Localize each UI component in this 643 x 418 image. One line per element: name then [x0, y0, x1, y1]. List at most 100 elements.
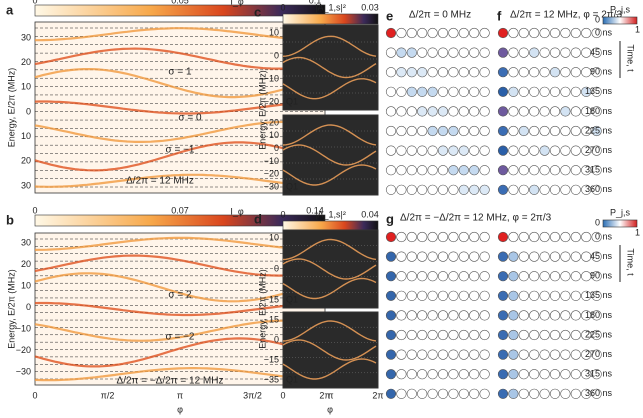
site: [539, 369, 550, 380]
site: [479, 125, 490, 137]
site: [458, 290, 469, 301]
axis-label: Energy, E/2π (MHz): [257, 269, 267, 349]
colorbar-tick: 0: [280, 2, 285, 12]
x-tick-label: 0: [280, 390, 285, 400]
site: [385, 106, 397, 117]
site: [469, 47, 480, 58]
panel-title: Δ/2π = −Δ/2π = 12 MHz, φ = 2π/3: [400, 213, 552, 224]
site: [427, 106, 438, 117]
site: [529, 349, 540, 360]
site: [479, 290, 490, 301]
site: [385, 67, 397, 78]
colorbar-tick: 0.05: [171, 0, 189, 5]
y-tick-label: −10: [264, 156, 279, 166]
site: [549, 86, 561, 97]
site: [549, 349, 561, 360]
site: [518, 47, 529, 58]
site: [508, 86, 519, 97]
site: [518, 145, 529, 156]
site: [458, 231, 469, 243]
site: [529, 27, 540, 39]
band-curve: [35, 27, 323, 42]
site: [458, 106, 469, 117]
site: [497, 165, 509, 176]
site: [427, 27, 438, 39]
band-curve: [34, 120, 324, 143]
qubit-label: Q1: [286, 181, 298, 191]
site: [560, 106, 571, 117]
site: [396, 184, 407, 195]
site: [497, 310, 509, 321]
site: [427, 165, 438, 176]
band-curve: [282, 320, 377, 342]
y-tick-label: 20: [21, 57, 31, 67]
site: [549, 125, 561, 137]
site: [417, 106, 428, 117]
site: [448, 165, 459, 176]
site: [448, 290, 459, 301]
qubit-label: Q1: [286, 294, 298, 304]
site: [427, 184, 438, 195]
site: [396, 86, 407, 97]
band-curve: [282, 277, 377, 300]
site: [458, 67, 469, 78]
time-label: 0 ns: [595, 27, 613, 37]
site: [385, 310, 397, 321]
site: [427, 388, 438, 399]
site: [570, 145, 581, 156]
site: [591, 369, 602, 380]
site: [581, 231, 592, 243]
y-tick-label: 10: [269, 27, 279, 37]
site: [591, 271, 602, 282]
site: [417, 388, 428, 399]
y-tick-label: 10: [269, 130, 279, 140]
time-label: 180 ns: [585, 310, 613, 320]
site: [518, 67, 529, 78]
plot-area: [282, 24, 379, 111]
y-tick-label: 0: [26, 106, 31, 116]
site: [448, 271, 459, 282]
site: [469, 106, 480, 117]
site: [479, 184, 490, 195]
site: [458, 329, 469, 341]
site: [497, 106, 509, 117]
site: [539, 184, 550, 195]
site: [539, 67, 550, 78]
site: [518, 310, 529, 321]
qubit-label: Q1: [286, 96, 298, 106]
site: [570, 106, 581, 117]
site: [591, 349, 602, 360]
site: [417, 145, 428, 156]
x-tick-label: π: [177, 390, 183, 400]
site: [570, 86, 581, 97]
site: [448, 47, 459, 58]
annotation: Δ/2π = −Δ/2π = 12 MHz: [117, 376, 224, 387]
band-curve: [282, 35, 377, 57]
site: [529, 251, 540, 262]
site: [417, 86, 428, 97]
site: [508, 184, 519, 195]
y-tick-label: −15: [264, 354, 279, 364]
site: [469, 388, 480, 399]
band-curve: [34, 47, 324, 70]
site: [406, 125, 417, 137]
qubit-label: Q1: [286, 374, 298, 384]
site: [417, 290, 428, 301]
site: [469, 165, 480, 176]
site: [581, 329, 592, 341]
site: [385, 329, 397, 341]
site: [406, 271, 417, 282]
site: [591, 165, 602, 176]
site: [529, 47, 540, 58]
site: [406, 27, 417, 39]
site: [581, 349, 592, 360]
annotation: σ = −2: [166, 332, 195, 343]
site: [448, 329, 459, 341]
site: [508, 145, 519, 156]
site: [518, 271, 529, 282]
site: [448, 106, 459, 117]
band-curve: [34, 236, 324, 251]
site: [581, 67, 592, 78]
site: [458, 27, 469, 39]
plot-area: [282, 229, 379, 309]
